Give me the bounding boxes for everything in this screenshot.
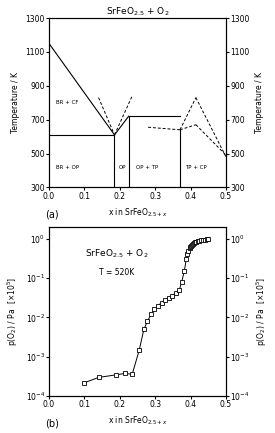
- X-axis label: x in SrFeO$_{2.5+x}$: x in SrFeO$_{2.5+x}$: [108, 415, 167, 427]
- Title: SrFeO$_{2.5}$ + O$_2$: SrFeO$_{2.5}$ + O$_2$: [106, 6, 169, 18]
- Text: (a): (a): [45, 210, 59, 220]
- Text: (b): (b): [45, 418, 59, 428]
- Text: OP + TP: OP + TP: [136, 165, 158, 170]
- Y-axis label: p(O$_2$) / Pa  [×10$^5$]: p(O$_2$) / Pa [×10$^5$]: [255, 277, 270, 346]
- Text: SrFeO$_{2.5}$ + O$_2$: SrFeO$_{2.5}$ + O$_2$: [84, 247, 148, 260]
- Text: T = 520K: T = 520K: [99, 268, 134, 277]
- Text: OP: OP: [119, 165, 126, 170]
- Y-axis label: Temperature / K: Temperature / K: [255, 72, 264, 133]
- Y-axis label: Temperature / K: Temperature / K: [11, 72, 20, 133]
- Y-axis label: p(O$_2$) / Pa  [×10$^5$]: p(O$_2$) / Pa [×10$^5$]: [6, 277, 20, 346]
- X-axis label: x in SrFeO$_{2.5+x}$: x in SrFeO$_{2.5+x}$: [108, 206, 167, 219]
- Text: BR + CF: BR + CF: [56, 100, 79, 105]
- Text: BR + OP: BR + OP: [56, 165, 79, 170]
- Text: TP + CP: TP + CP: [185, 165, 207, 170]
